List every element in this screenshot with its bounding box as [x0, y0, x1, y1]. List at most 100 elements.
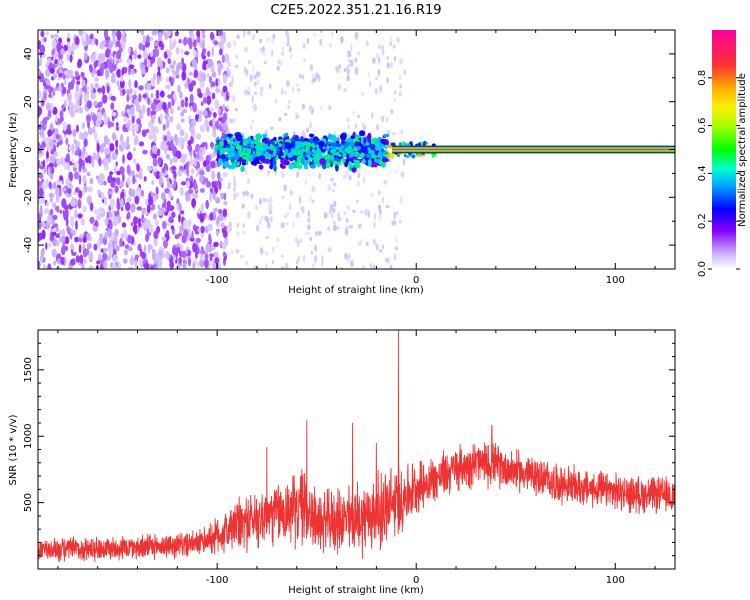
- spectrogram-noise-cell: [114, 228, 119, 237]
- spectrogram-faint-cell: [367, 72, 371, 78]
- spectrogram-noise-cell: [116, 80, 120, 87]
- spectrogram-noise-cell: [178, 39, 182, 44]
- spectrogram-faint-cell: [358, 223, 362, 229]
- spectrogram-noise-cell: [113, 166, 117, 175]
- spectrogram-faint-cell: [280, 87, 284, 95]
- spectrogram-faint-cell: [346, 205, 350, 211]
- spectrogram-peak-cell: [377, 152, 381, 156]
- spectrogram-faint-cell: [357, 242, 361, 246]
- spectrogram-noise-cell: [165, 230, 170, 237]
- spectrogram-faint-cell: [295, 115, 298, 119]
- spectrogram-noise-cell: [139, 109, 143, 114]
- spectrogram-faint-cell: [371, 111, 374, 119]
- spectrogram-noise-cell: [188, 71, 193, 76]
- spectrogram-noise-cell: [107, 228, 112, 238]
- spectrogram-noise-cell: [47, 109, 52, 118]
- spectrogram-band-cell: [345, 138, 353, 143]
- spectrogram-faint-cell: [256, 224, 260, 232]
- spectrogram-noise-cell: [122, 154, 125, 164]
- spectrogram-noise-cell: [134, 258, 138, 269]
- spectrogram-noise-cell: [91, 72, 95, 78]
- spectrogram-noise-cell: [142, 217, 147, 222]
- spectrogram-band-cell: [283, 160, 290, 166]
- spectrogram-faint-cell: [232, 96, 236, 102]
- spectrogram-noise-cell: [52, 106, 58, 115]
- spectrogram-peak-cell: [306, 150, 312, 156]
- spectrogram-noise-cell: [121, 222, 127, 228]
- spectrogram-band-cell: [288, 164, 295, 170]
- spectrogram-noise-cell: [119, 79, 125, 89]
- spectrogram-faint-cell: [315, 72, 319, 80]
- spectrogram-noise-cell: [86, 100, 93, 109]
- spectrogram-noise-cell: [50, 234, 53, 242]
- spectrogram-noise-cell: [198, 92, 203, 99]
- spectrogram-noise-cell: [207, 50, 211, 58]
- spectrogram-faint-cell: [344, 170, 349, 178]
- spectrogram-noise-cell: [187, 189, 194, 194]
- spectrogram-noise-cell: [126, 135, 130, 145]
- spectrogram-noise-cell: [190, 156, 193, 167]
- spectrogram-faint-cell: [303, 58, 306, 63]
- spectrogram-noise-cell: [93, 68, 97, 75]
- spectrogram-noise-cell: [221, 227, 225, 234]
- spectrogram-faint-cell: [245, 68, 249, 77]
- spectrogram-noise-cell: [86, 248, 90, 256]
- spectrogram-noise-cell: [178, 142, 182, 148]
- spectrogram-band-cell: [222, 161, 230, 167]
- spectrogram-peak-cell: [356, 154, 361, 158]
- spectrogram-noise-cell: [167, 49, 173, 58]
- spectrogram-noise-cell: [206, 73, 210, 78]
- spectrogram-faint-cell: [328, 42, 333, 48]
- spectrogram-faint-cell: [280, 222, 285, 229]
- spectrogram-noise-cell: [131, 115, 135, 124]
- spectrogram-noise-cell: [52, 39, 57, 50]
- spectrogram-band-cell: [354, 159, 360, 166]
- spectrogram-noise-cell: [38, 160, 41, 169]
- spectrogram-noise-cell: [69, 54, 73, 63]
- spectrogram-noise-cell: [148, 36, 154, 42]
- spectrogram-noise-cell: [122, 240, 125, 247]
- spectrogram-noise-cell: [201, 30, 206, 36]
- spectrogram-faint-cell: [256, 71, 261, 78]
- spectrogram-band-cell: [309, 164, 316, 169]
- spectrogram-noise-cell: [43, 265, 47, 269]
- spectrogram-faint-cell: [266, 37, 270, 42]
- spectrogram-noise-cell: [122, 141, 127, 148]
- spectrogram-noise-cell: [93, 59, 97, 70]
- spectrogram-band-cell: [285, 142, 291, 150]
- spectrogram-noise-cell: [158, 31, 163, 39]
- spectrogram-noise-cell: [54, 59, 58, 65]
- spectrogram-noise-cell: [172, 156, 178, 163]
- spectrogram-noise-cell: [57, 258, 61, 265]
- spectrogram-faint-cell: [386, 55, 389, 61]
- spectrogram-noise-cell: [165, 67, 170, 74]
- spectrogram-noise-cell: [109, 246, 114, 257]
- spectrogram-noise-cell: [98, 157, 102, 167]
- spectrogram-faint-cell: [395, 211, 399, 216]
- spectrogram-noise-cell: [189, 78, 192, 84]
- spectrogram-noise-cell: [82, 164, 85, 170]
- spectrogram-faint-cell: [306, 231, 310, 236]
- spectrogram-faint-cell: [281, 173, 285, 178]
- spectrogram-faint-cell: [366, 41, 369, 46]
- spectrogram-band-cell: [327, 133, 333, 140]
- spectrogram-noise-cell: [172, 70, 176, 76]
- spectrogram-noise-cell: [161, 236, 167, 241]
- spectrogram-noise-cell: [110, 102, 115, 110]
- spectrogram-noise-cell: [106, 85, 110, 94]
- spectrogram-band-cell: [326, 158, 330, 162]
- spectrogram-faint-cell: [335, 67, 338, 71]
- spectrogram-noise-cell: [70, 243, 74, 250]
- spectrogram-noise-cell: [87, 186, 93, 193]
- spectrogram-noise-cell: [159, 171, 164, 177]
- spectrogram-noise-cell: [171, 165, 177, 171]
- spectrogram-noise-cell: [177, 246, 181, 254]
- spectrogram-noise-cell: [78, 157, 83, 167]
- spectrogram-faint-cell: [226, 104, 229, 110]
- spectrogram-noise-cell: [105, 48, 110, 58]
- spectrogram-noise-cell: [69, 69, 74, 79]
- spectrogram-faint-cell: [392, 44, 396, 49]
- spectrogram-faint-cell: [354, 57, 358, 63]
- spectrogram-noise-cell: [179, 91, 183, 99]
- spectrogram-noise-cell: [55, 133, 61, 140]
